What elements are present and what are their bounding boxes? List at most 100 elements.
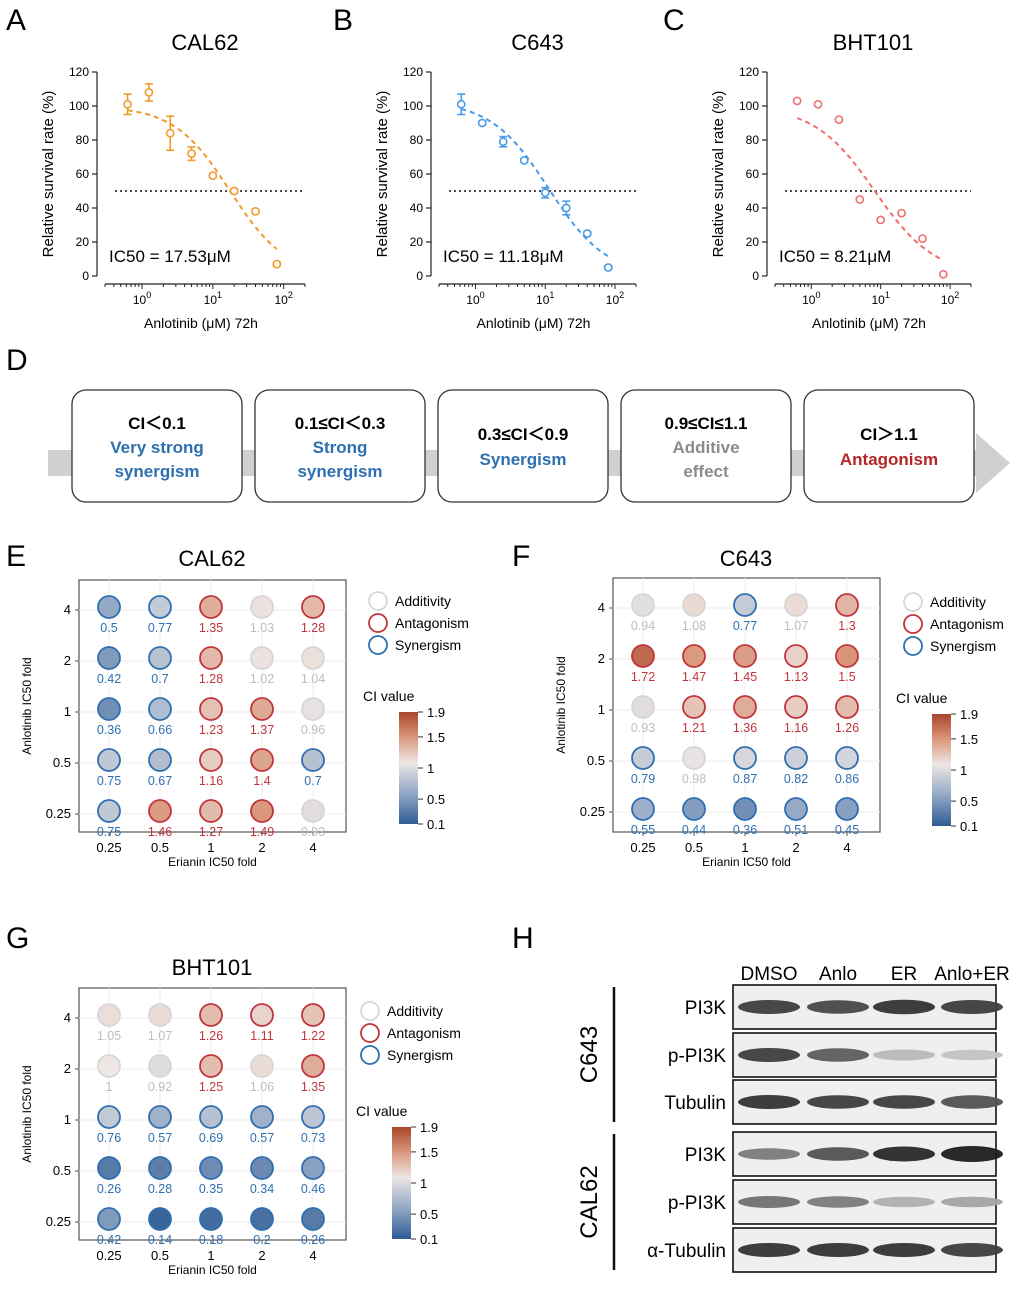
ci-circle [97,1156,121,1180]
x-tick-exponent: 2 [288,290,293,300]
ci-category-label: synergism [114,462,199,481]
x-tick-label: 2 [792,840,799,855]
ci-circle [148,595,172,619]
data-point [144,88,154,97]
ci-value-label: 0.34 [250,1182,274,1196]
ci-range-label: 0.3≤CI＜0.9 [478,425,569,444]
ci-value-label: 1.28 [301,621,325,635]
y-tick-label: 0.25 [580,804,605,819]
protein-band [941,1243,1003,1257]
x-tick-exponent: 0 [480,290,485,300]
y-axis-label: Relative survival rate (%) [710,91,727,258]
ci-value-label: 0.67 [148,774,172,788]
x-tick-exponent: 2 [954,290,959,300]
y-tick-label: 40 [76,201,90,215]
ci-value-label: 1.13 [784,670,808,684]
panel-letter-b: B [333,4,353,37]
ci-circle [148,799,172,823]
ci-value-label: 0.18 [199,1233,223,1247]
x-tick-label: 102 [941,290,959,307]
ci-value-label: 0.57 [250,1131,274,1145]
y-tick-label: 4 [64,1010,71,1025]
ci-circle [250,595,274,619]
x-axis-label: Erianin IC50 fold [702,855,791,869]
x-tick-label: 0.5 [151,1248,169,1263]
y-tick-label: 40 [746,201,760,215]
ci-value-label: 0.45 [835,823,859,837]
legend-symbol [368,635,388,655]
data-point [519,155,529,165]
x-tick-label: 2 [258,1248,265,1263]
ci-value-label: 0.35 [199,1182,223,1196]
ci-value-label: 0.79 [631,772,655,786]
ci-value-label: 0.77 [733,619,757,633]
ci-circle [250,1207,274,1231]
protein-band [807,1048,869,1062]
x-tick-exponent: 0 [146,290,151,300]
panel-letter-g: G [6,922,29,955]
ci-value-label: 0.69 [199,1131,223,1145]
ci-circle [301,595,325,619]
y-axis-label: Relative survival rate (%) [40,91,57,258]
ci-category-box [71,389,243,503]
ci-value-label: 1.06 [250,1080,274,1094]
ci-circle [97,646,121,670]
legend-label: Antagonism [395,615,469,631]
colorbar-tick-label: 1.9 [427,705,445,720]
legend-symbol [360,1001,380,1021]
y-tick-label: 60 [410,167,424,181]
protein-band [807,1196,869,1208]
ci-value-label: 1.11 [250,1029,273,1043]
ci-circle [733,746,757,770]
ci-circle [733,797,757,821]
ci-value-label: 0.42 [97,1233,121,1247]
protein-band [941,1095,1003,1109]
ci-value-label: 1.08 [682,619,706,633]
x-tick-label: 1 [207,1248,214,1263]
colorbar-gradient [392,1127,411,1239]
ci-circle [199,799,223,823]
ci-circle [97,1105,121,1129]
ci-circle [250,1054,274,1078]
y-tick-label: 0.5 [53,1163,71,1178]
x-tick-label: 1 [207,840,214,855]
ci-circle [784,593,808,617]
ci-circle [199,1207,223,1231]
data-point [813,99,823,109]
legend-label: Antagonism [930,616,1004,632]
ci-circle [199,1003,223,1027]
ci-value-label: 1.05 [97,1029,121,1043]
colorbar-tick-label: 1.9 [960,707,978,722]
ci-value-label: 1.35 [199,621,223,635]
ci-value-label: 0.36 [97,723,121,737]
ci-heatmap-cal62: CAL62 0.25 0.5 1 2 4 4 2 1 0.5 0.25 Erianin IC50 fo… [20,546,469,869]
ci-range-label: CI＜0.1 [128,414,186,433]
ci-scale-diagram: CI＜0.1 Very strong synergism 0.1≤CI＜0.3 Stro… [48,389,1010,503]
legend-symbol [360,1045,380,1065]
ci-circle [301,1156,325,1180]
x-tick-label: 100 [133,290,151,307]
ci-circle [148,1156,172,1180]
lane-label: DMSO [741,964,798,985]
panel-letter-c: C [663,4,685,37]
y-tick-label: 60 [76,167,90,181]
x-tick-exponent: 1 [885,290,890,300]
heatmap-title: C643 [720,546,773,571]
colorbar-tick-label: 0.1 [960,819,978,834]
y-tick-label: 2 [598,651,605,666]
ci-circle [97,799,121,823]
ci-value-label: 0.28 [148,1182,172,1196]
y-tick-label: 1 [64,1112,71,1127]
colorbar-title: CI value [896,690,948,706]
ci-circle [301,646,325,670]
ci-value-label: 0.93 [631,721,655,735]
ci-circle [784,695,808,719]
ci-value-label: 0.93 [301,825,325,839]
data-point [123,99,132,109]
y-tick-label: 0 [752,269,759,283]
ci-value-label: 1.16 [784,721,808,735]
x-tick-base: 10 [606,293,620,307]
legend-label: Synergism [387,1047,453,1063]
y-tick-label: 2 [64,653,71,668]
